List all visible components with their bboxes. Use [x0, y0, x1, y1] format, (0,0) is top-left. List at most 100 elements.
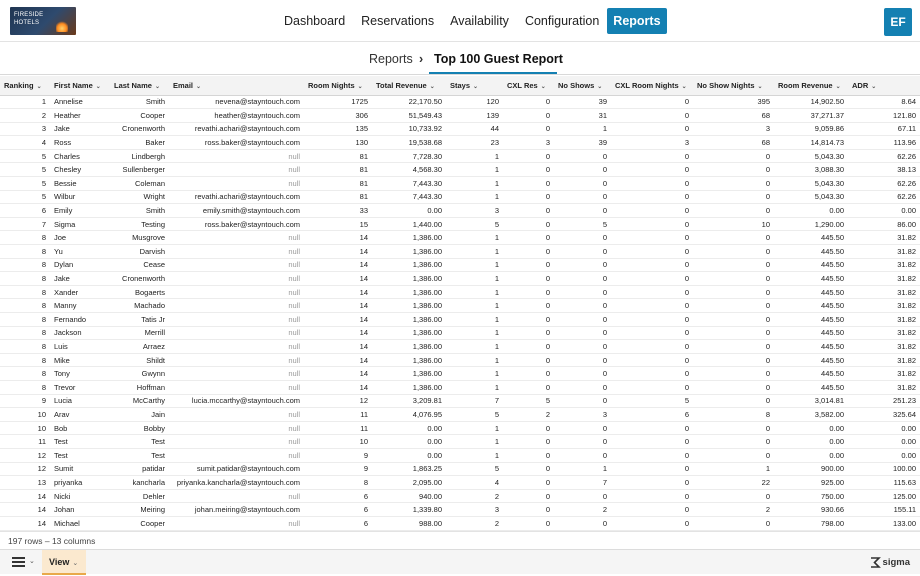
table-cell[interactable]: null: [169, 421, 304, 436]
table-cell[interactable]: 5: [503, 394, 554, 409]
table-cell[interactable]: 14: [304, 298, 372, 313]
table-cell[interactable]: 2: [503, 407, 554, 422]
table-cell[interactable]: Sumit: [50, 462, 110, 477]
table-cell[interactable]: Cooper: [110, 516, 169, 531]
table-cell[interactable]: 395: [693, 95, 774, 110]
table-cell[interactable]: priyanka.kancharla@stayntouch.com: [169, 475, 304, 490]
table-row[interactable]: 4 Ross Baker ross.baker@stayntouch.com 130 19…: [0, 135, 920, 150]
table-cell[interactable]: 1: [446, 421, 503, 436]
table-cell[interactable]: sumit.patidar@stayntouch.com: [169, 462, 304, 477]
table-cell[interactable]: 62.26: [848, 149, 920, 164]
table-cell[interactable]: 445.50: [774, 353, 848, 368]
table-cell[interactable]: 1: [554, 122, 611, 137]
table-cell[interactable]: Baker: [110, 135, 169, 150]
table-cell[interactable]: 14: [304, 353, 372, 368]
table-row[interactable]: 8 Jackson Merrill null 14 1,386.00 1 0 0 0 0 445.50…: [0, 326, 920, 341]
table-cell[interactable]: Test: [110, 434, 169, 449]
table-cell[interactable]: Smith: [110, 203, 169, 218]
table-cell[interactable]: 445.50: [774, 339, 848, 354]
table-cell[interactable]: Musgrove: [110, 230, 169, 246]
table-cell[interactable]: 1,339.80: [372, 502, 446, 517]
nav-reports[interactable]: Reports: [607, 8, 667, 34]
table-cell[interactable]: 2: [446, 516, 503, 531]
table-cell[interactable]: 10: [304, 434, 372, 449]
table-cell[interactable]: 0.00: [774, 448, 848, 463]
table-cell[interactable]: 0: [503, 285, 554, 300]
table-cell[interactable]: 251.23: [848, 394, 920, 409]
table-cell[interactable]: Lucia: [50, 394, 110, 409]
table-cell[interactable]: priyanka: [50, 475, 110, 490]
table-cell[interactable]: 0: [503, 353, 554, 368]
table-cell[interactable]: 14: [304, 366, 372, 381]
table-cell[interactable]: 9: [304, 448, 372, 463]
table-cell[interactable]: 14: [304, 258, 372, 273]
table-cell[interactable]: 0: [611, 339, 693, 354]
table-cell[interactable]: 0.00: [848, 421, 920, 436]
table-cell[interactable]: 0: [611, 475, 693, 490]
table-cell[interactable]: 0: [503, 475, 554, 490]
table-cell[interactable]: 5: [0, 176, 50, 191]
table-cell[interactable]: 1: [446, 353, 503, 368]
table-cell[interactable]: null: [169, 366, 304, 381]
table-cell[interactable]: 0: [611, 448, 693, 463]
table-row[interactable]: 5 Charles Lindbergh null 81 7,728.30 1 0 0 0 0 5,04…: [0, 149, 920, 164]
table-row[interactable]: 10 Bob Bobby null 11 0.00 1 0 0 0 0 0.00 0.00: [0, 421, 920, 436]
table-cell[interactable]: 12: [0, 462, 50, 477]
table-cell[interactable]: Test: [110, 448, 169, 463]
table-cell[interactable]: 0: [503, 203, 554, 218]
table-cell[interactable]: 10,733.92: [372, 122, 446, 137]
column-header[interactable]: CXL Res ⌄: [503, 76, 554, 96]
table-cell[interactable]: 8.64: [848, 95, 920, 110]
table-cell[interactable]: null: [169, 434, 304, 449]
table-cell[interactable]: 12: [0, 448, 50, 463]
table-cell[interactable]: 1: [693, 462, 774, 477]
user-avatar[interactable]: EF: [884, 8, 912, 36]
table-cell[interactable]: 0: [554, 271, 611, 286]
table-cell[interactable]: 0: [554, 421, 611, 436]
table-cell[interactable]: 5: [0, 149, 50, 164]
table-cell[interactable]: 0: [611, 366, 693, 381]
table-cell[interactable]: 2: [554, 502, 611, 517]
table-cell[interactable]: 0.00: [848, 203, 920, 218]
chevron-down-icon[interactable]: ⌄: [154, 83, 160, 90]
breadcrumb-reports-link[interactable]: Reports: [369, 52, 413, 66]
table-cell[interactable]: 0.00: [372, 448, 446, 463]
table-cell[interactable]: 0: [503, 366, 554, 381]
nav-dashboard[interactable]: Dashboard: [284, 14, 346, 28]
table-cell[interactable]: 2: [0, 108, 50, 123]
table-cell[interactable]: 0: [503, 258, 554, 273]
table-cell[interactable]: Mike: [50, 353, 110, 368]
chevron-down-icon[interactable]: ⌄: [757, 83, 763, 90]
chevron-down-icon[interactable]: ⌄: [357, 83, 363, 90]
table-cell[interactable]: 0: [611, 95, 693, 110]
table-cell[interactable]: 22,170.50: [372, 95, 446, 110]
column-header[interactable]: No Shows ⌄: [554, 76, 611, 96]
table-cell[interactable]: Heather: [50, 108, 110, 123]
table-cell[interactable]: 5: [554, 217, 611, 232]
table-cell[interactable]: Dylan: [50, 258, 110, 273]
table-cell[interactable]: Michael: [50, 516, 110, 531]
table-cell[interactable]: 1,386.00: [372, 380, 446, 395]
table-cell[interactable]: 1,386.00: [372, 326, 446, 341]
table-cell[interactable]: 7: [446, 394, 503, 409]
table-cell[interactable]: null: [169, 298, 304, 313]
table-cell[interactable]: 0: [693, 230, 774, 246]
table-cell[interactable]: 0: [611, 122, 693, 137]
view-tab[interactable]: View ⌄: [42, 550, 86, 575]
table-cell[interactable]: 0: [693, 298, 774, 313]
table-cell[interactable]: 0: [554, 434, 611, 449]
table-cell[interactable]: Jackson: [50, 326, 110, 341]
nav-reservations[interactable]: Reservations: [361, 14, 435, 28]
table-cell[interactable]: 62.26: [848, 176, 920, 191]
table-cell[interactable]: 7: [554, 475, 611, 490]
chevron-down-icon[interactable]: ⌄: [29, 558, 35, 565]
column-header[interactable]: ADR ⌄: [848, 76, 920, 96]
table-cell[interactable]: 120: [446, 95, 503, 110]
table-cell[interactable]: 5: [446, 462, 503, 477]
table-cell[interactable]: 14: [304, 339, 372, 354]
table-cell[interactable]: 155.11: [848, 502, 920, 517]
table-row[interactable]: 8 Joe Musgrove null 14 1,386.00 1 0 0 0 0 445.50 31.…: [0, 230, 920, 246]
table-cell[interactable]: 0.00: [774, 434, 848, 449]
chevron-down-icon[interactable]: ⌄: [681, 83, 687, 90]
table-cell[interactable]: 0: [554, 230, 611, 246]
